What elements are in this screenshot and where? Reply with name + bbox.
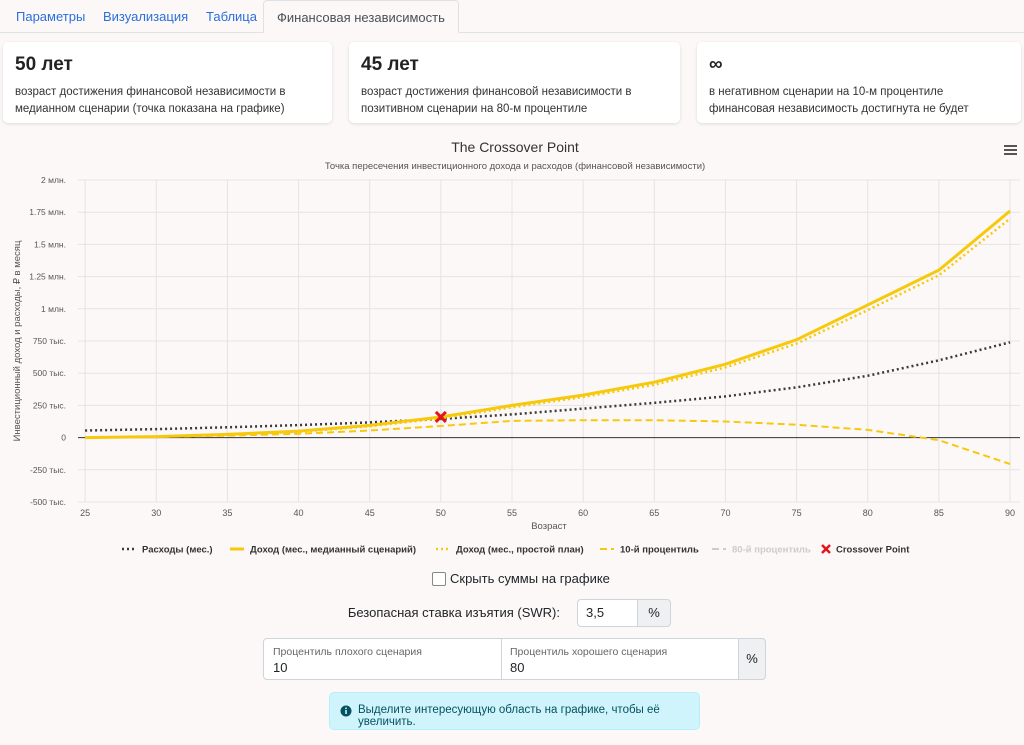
good-percentile-field[interactable]: Процентиль хорошего сценария 80	[501, 638, 739, 680]
legend-label[interactable]: 10-й процентиль	[620, 545, 699, 556]
y-tick-label: 1 млн.	[41, 304, 66, 314]
y-tick-label: 500 тыс.	[33, 368, 66, 378]
x-tick-label: 40	[294, 508, 304, 518]
x-tick-label: 70	[720, 508, 730, 518]
x-tick-label: 85	[934, 508, 944, 518]
info-icon	[340, 705, 352, 717]
menu-bar	[1004, 149, 1017, 151]
x-tick-label: 25	[80, 508, 90, 518]
summary-card: 50 лет возраст достижения финансовой неза…	[3, 42, 332, 123]
card-text: возраст достижения финансовой независимо…	[15, 86, 286, 115]
menu-bar	[1004, 145, 1017, 147]
tab[interactable]: Визуализация	[103, 9, 189, 24]
series-line	[85, 341, 1011, 432]
checkbox[interactable]	[432, 572, 446, 586]
swr-unit: %	[637, 599, 671, 627]
x-axis-label: Возраст	[531, 521, 567, 532]
percentile-unit: %	[738, 638, 766, 680]
x-tick-label: 75	[792, 508, 802, 518]
card-text: возраст достижения финансовой независимо…	[361, 86, 632, 115]
tab-bar: Параметры Визуализация Таблица Финансовая н…	[0, 0, 1024, 33]
series-line	[85, 419, 1011, 465]
card-value: ∞	[709, 54, 723, 75]
legend-label[interactable]: Crossover Point	[836, 545, 910, 556]
y-tick-label: 1.75 млн.	[29, 207, 66, 217]
field-label: Процентиль хорошего сценария	[510, 646, 668, 658]
y-tick-label: 750 тыс.	[33, 336, 66, 346]
field-label: Процентиль плохого сценария	[273, 646, 422, 658]
chart: The Crossover Point Точка пересечения ин…	[12, 139, 1020, 556]
legend-label[interactable]: Доход (мес., медианный сценарий)	[250, 545, 416, 556]
card-value: 45 лет	[361, 54, 419, 75]
chart-title: The Crossover Point	[451, 139, 579, 155]
crossover-marker	[434, 410, 447, 424]
field-value: 10	[273, 660, 288, 675]
x-tick-label: 80	[863, 508, 873, 518]
y-tick-label: 1.25 млн.	[29, 272, 66, 282]
legend-label[interactable]: Доход (мес., простой план)	[456, 545, 584, 556]
menu-bar	[1004, 153, 1017, 155]
x-tick-label: 30	[151, 508, 161, 518]
tab[interactable]: Таблица	[206, 9, 257, 24]
y-tick-label: 0	[61, 433, 66, 443]
alert-text: Выделите интересующую область на графике…	[358, 704, 660, 728]
menu-button[interactable]	[1004, 145, 1017, 155]
series-line	[85, 217, 1011, 439]
legend-label[interactable]: Расходы (мес.)	[142, 545, 213, 556]
tab[interactable]: Финансовая независимость	[263, 0, 459, 33]
y-tick-label: 250 тыс.	[33, 400, 66, 410]
swr-label: Безопасная ставка изъятия (SWR):	[347, 605, 560, 620]
y-tick-label: 1.5 млн.	[34, 239, 66, 249]
x-tick-label: 65	[649, 508, 659, 518]
tab[interactable]: Параметры	[16, 9, 86, 24]
card-value: 50 лет	[15, 54, 73, 75]
checkbox-label[interactable]: Скрыть суммы на графике	[450, 571, 610, 586]
summary-card: 45 лет возраст достижения финансовой неза…	[349, 42, 680, 123]
card-text: в негативном сценарии на 10-м процентиле…	[709, 86, 969, 115]
x-tick-label: 45	[365, 508, 375, 518]
legend-symbol	[821, 544, 831, 554]
x-tick-label: 50	[436, 508, 446, 518]
x-tick-label: 90	[1005, 508, 1015, 518]
y-tick-label: 2 млн.	[41, 175, 66, 185]
x-tick-label: 35	[222, 508, 232, 518]
bad-percentile-field[interactable]: Процентиль плохого сценария 10	[263, 638, 502, 680]
summary-card: ∞ в негативном сценарии на 10-м процентил…	[697, 42, 1021, 123]
x-tick-label: 55	[507, 508, 517, 518]
y-axis-label: Инвестиционный доход и расходы, ₽ в меся…	[12, 240, 23, 441]
field-value: 80	[510, 660, 525, 675]
legend-label[interactable]: 80-й процентиль	[732, 545, 811, 556]
swr-input[interactable]: 3,5	[577, 599, 638, 627]
chart-subtitle: Точка пересечения инвестиционного дохода…	[325, 161, 705, 172]
x-tick-label: 60	[578, 508, 588, 518]
series-line	[85, 209, 1011, 440]
y-tick-label: -500 тыс.	[30, 497, 66, 507]
y-tick-label: -250 тыс.	[30, 465, 66, 475]
info-alert: Выделите интересующую область на графике…	[329, 692, 700, 730]
